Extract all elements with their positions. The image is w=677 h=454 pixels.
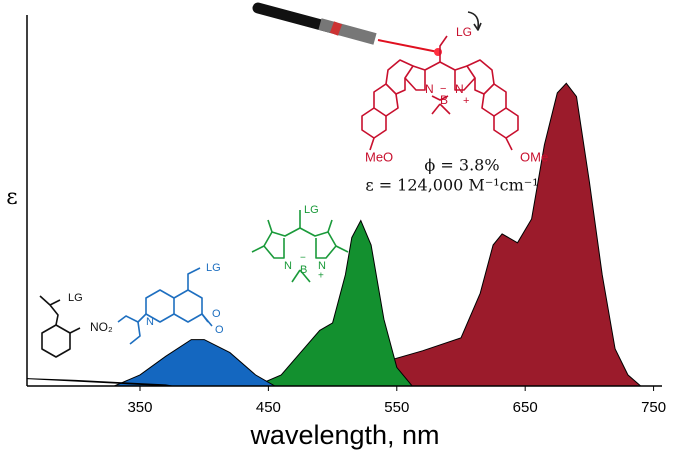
x-tick-label: 450	[256, 399, 281, 416]
annotation: O	[215, 324, 224, 336]
annotation: LG	[304, 204, 319, 216]
annotation: N	[425, 82, 434, 96]
spectrum-area	[114, 339, 277, 387]
annotation: N	[284, 260, 292, 272]
annotation: LG	[68, 292, 83, 304]
spectrum-area	[370, 82, 643, 387]
green-structure	[251, 210, 349, 283]
arrow-head	[473, 22, 482, 31]
annotation: +	[318, 271, 324, 282]
annotation: N	[455, 82, 464, 96]
annotation: ε = 124,000 M⁻¹cm⁻¹	[365, 176, 538, 195]
annotation: ϕ = 3.8%	[424, 156, 499, 175]
annotation: −	[440, 83, 446, 95]
black-structure	[39, 295, 81, 358]
annotation: O	[212, 308, 221, 320]
spectrum-area	[26, 378, 173, 387]
annotation: LG	[456, 25, 472, 39]
annotation: NO₂	[90, 320, 113, 334]
x-axis-label: wavelength, nm	[249, 420, 439, 450]
annotation: N	[146, 316, 154, 328]
annotation: LG	[206, 262, 221, 274]
arrow	[467, 11, 480, 29]
annotation: B	[440, 93, 448, 107]
x-tick-label: 350	[127, 399, 152, 416]
annotation: MeO	[365, 149, 393, 164]
annotation: −	[300, 253, 306, 264]
x-tick-label: 650	[513, 399, 538, 416]
red-structure	[361, 35, 519, 151]
blue-structure	[117, 267, 213, 345]
laser-pointer	[252, 2, 442, 56]
annotation: N	[318, 260, 326, 272]
annotation: B	[300, 264, 307, 276]
spectrum-area	[255, 219, 414, 387]
annotation: OMe	[520, 149, 548, 164]
x-tick-label: 750	[641, 399, 666, 416]
x-tick-label: 550	[384, 399, 409, 416]
annotation: +	[463, 95, 469, 107]
y-axis-label: ε	[6, 185, 17, 210]
